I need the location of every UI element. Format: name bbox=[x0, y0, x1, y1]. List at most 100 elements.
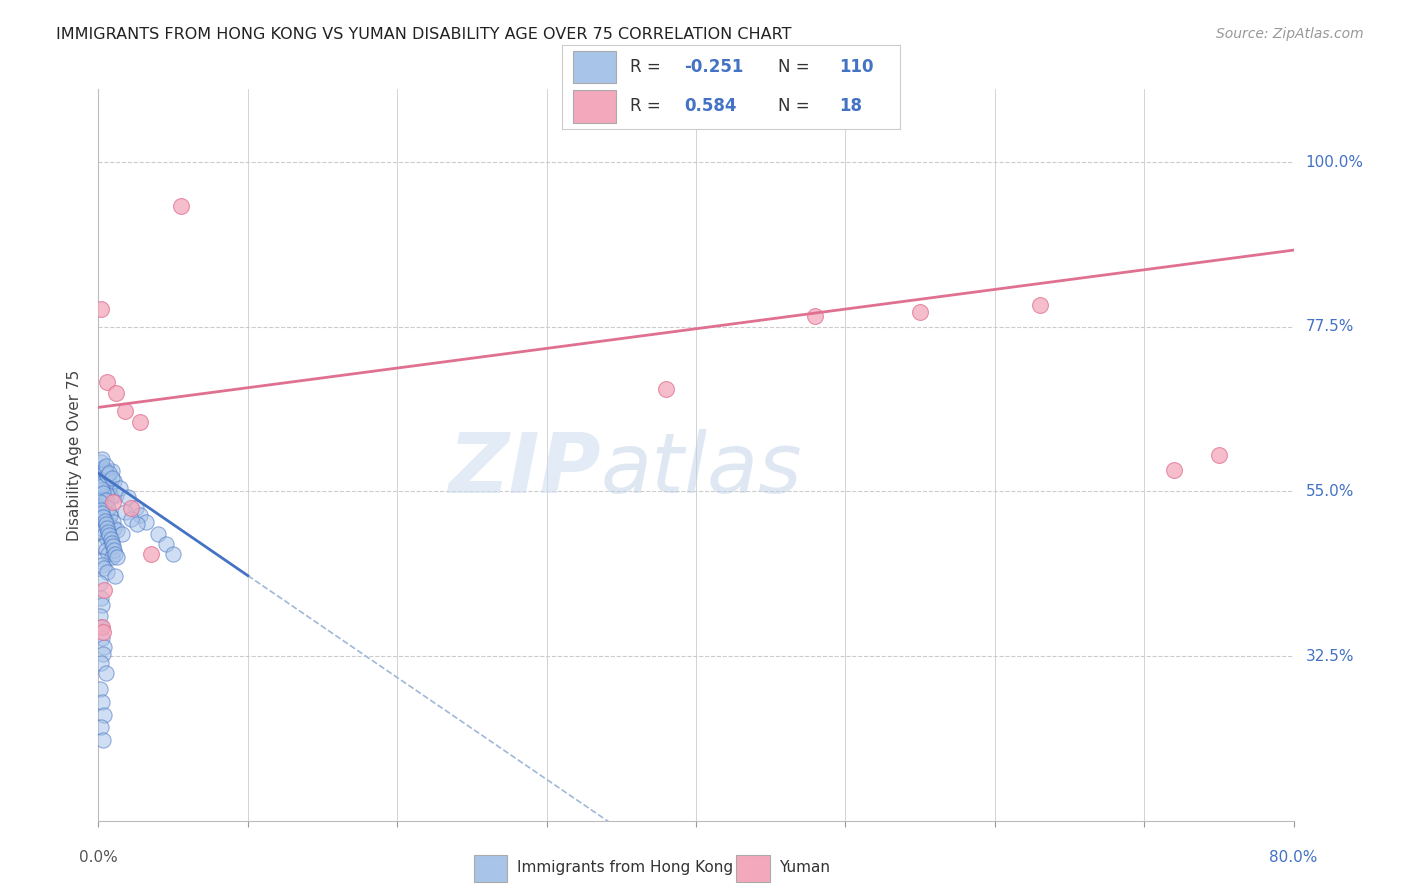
Point bbox=[97, 500, 120, 515]
Text: -0.251: -0.251 bbox=[683, 58, 744, 76]
Point bbox=[104, 568, 127, 582]
Text: IMMIGRANTS FROM HONG KONG VS YUMAN DISABILITY AGE OVER 75 CORRELATION CHART: IMMIGRANTS FROM HONG KONG VS YUMAN DISAB… bbox=[56, 27, 792, 42]
Point bbox=[93, 514, 115, 528]
Point bbox=[90, 598, 112, 612]
Point bbox=[94, 493, 117, 508]
Point bbox=[89, 608, 111, 623]
Point bbox=[117, 491, 139, 505]
Point bbox=[98, 466, 121, 480]
Point bbox=[91, 484, 114, 499]
Text: 32.5%: 32.5% bbox=[1305, 648, 1354, 664]
Point bbox=[94, 543, 117, 558]
Point bbox=[93, 561, 115, 575]
Point bbox=[91, 470, 114, 484]
Text: 80.0%: 80.0% bbox=[1270, 850, 1317, 865]
Point bbox=[97, 503, 120, 517]
Point bbox=[90, 455, 112, 469]
Point bbox=[1163, 462, 1185, 476]
Point bbox=[91, 488, 114, 502]
Point bbox=[91, 733, 114, 747]
Point bbox=[101, 515, 124, 529]
Point bbox=[93, 464, 115, 478]
Point bbox=[100, 535, 122, 549]
Point bbox=[93, 461, 115, 475]
Point bbox=[91, 461, 114, 475]
Point bbox=[103, 495, 125, 509]
Point bbox=[91, 620, 114, 634]
Point bbox=[91, 477, 114, 491]
Point bbox=[104, 547, 127, 561]
Point bbox=[655, 382, 678, 396]
Point bbox=[100, 471, 122, 485]
Point bbox=[98, 477, 122, 491]
Text: N =: N = bbox=[779, 97, 815, 115]
Point bbox=[93, 528, 115, 542]
Text: 77.5%: 77.5% bbox=[1305, 319, 1354, 334]
Text: R =: R = bbox=[630, 97, 666, 115]
Point bbox=[90, 591, 112, 605]
Point bbox=[98, 517, 121, 532]
Point bbox=[89, 681, 111, 696]
Point bbox=[94, 665, 117, 680]
Point bbox=[90, 720, 112, 734]
Point bbox=[96, 471, 118, 485]
Point bbox=[101, 464, 124, 478]
Point bbox=[90, 558, 112, 572]
Point bbox=[90, 503, 112, 517]
Text: Immigrants from Hong Kong: Immigrants from Hong Kong bbox=[516, 860, 733, 875]
Point bbox=[98, 528, 121, 542]
Point bbox=[91, 647, 114, 661]
Point bbox=[93, 481, 115, 495]
Point bbox=[94, 458, 117, 473]
Point bbox=[97, 481, 120, 495]
Point bbox=[90, 477, 112, 491]
Point bbox=[129, 415, 152, 429]
Point bbox=[90, 491, 112, 506]
Point bbox=[100, 491, 122, 505]
FancyBboxPatch shape bbox=[737, 855, 770, 881]
Point bbox=[135, 515, 157, 529]
Point bbox=[120, 500, 142, 515]
Point bbox=[96, 468, 118, 483]
Point bbox=[91, 624, 114, 639]
Point bbox=[91, 486, 114, 500]
Point bbox=[90, 524, 112, 539]
Point bbox=[100, 535, 122, 549]
Point bbox=[120, 512, 142, 526]
Point bbox=[108, 481, 131, 495]
Point bbox=[139, 547, 162, 561]
Point bbox=[97, 481, 120, 495]
Point bbox=[162, 547, 184, 561]
Point bbox=[90, 657, 112, 671]
Point bbox=[93, 498, 115, 512]
Point bbox=[1208, 448, 1230, 462]
Point bbox=[98, 508, 121, 522]
Point bbox=[103, 543, 125, 558]
Point bbox=[90, 505, 112, 519]
Point bbox=[90, 468, 112, 483]
Point bbox=[101, 539, 124, 553]
Point bbox=[90, 507, 112, 521]
Point bbox=[804, 309, 827, 323]
Point bbox=[114, 505, 136, 519]
Point bbox=[129, 508, 152, 522]
FancyBboxPatch shape bbox=[474, 855, 508, 881]
Point bbox=[96, 565, 118, 579]
Point bbox=[105, 550, 128, 565]
Point bbox=[105, 488, 128, 502]
Point bbox=[96, 484, 118, 499]
Point bbox=[91, 539, 114, 553]
Point bbox=[100, 550, 122, 565]
Point bbox=[103, 521, 125, 535]
Y-axis label: Disability Age Over 75: Disability Age Over 75 bbox=[67, 369, 83, 541]
Point bbox=[103, 474, 125, 488]
Text: 18: 18 bbox=[839, 97, 862, 115]
Text: N =: N = bbox=[779, 58, 815, 76]
Point bbox=[94, 470, 117, 484]
Point bbox=[127, 517, 149, 532]
Text: ZIP: ZIP bbox=[447, 429, 600, 510]
Point bbox=[94, 514, 117, 528]
Point bbox=[125, 500, 148, 515]
Point bbox=[91, 510, 114, 524]
Text: Source: ZipAtlas.com: Source: ZipAtlas.com bbox=[1216, 27, 1364, 41]
